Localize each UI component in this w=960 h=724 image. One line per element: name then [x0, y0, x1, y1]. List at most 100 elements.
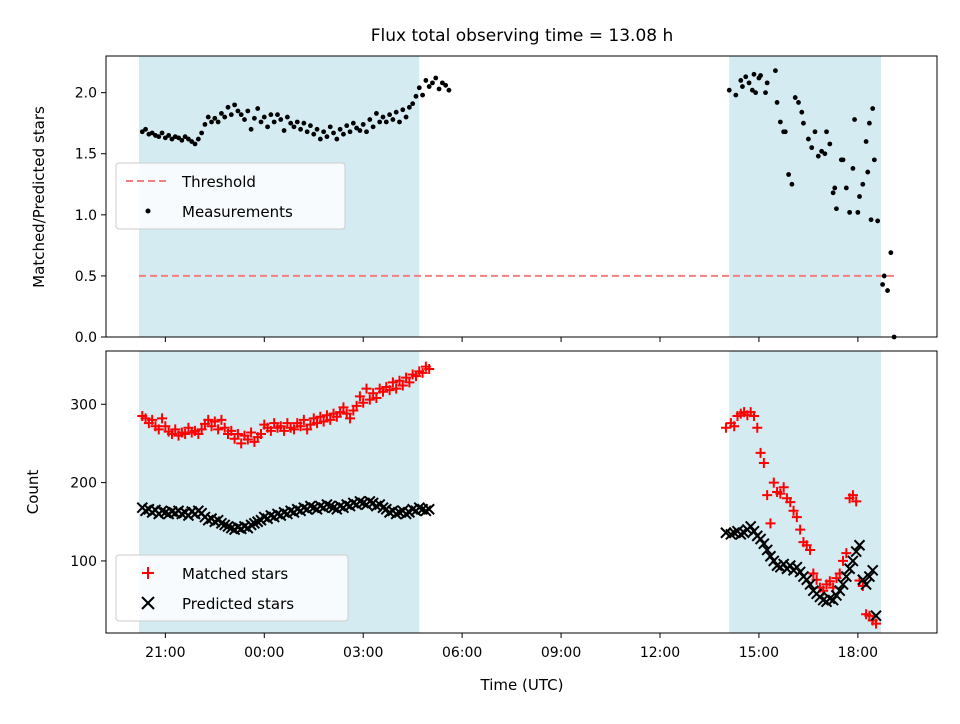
measurement-point — [403, 114, 409, 120]
matched-star-point — [729, 421, 740, 432]
measurement-point — [822, 151, 828, 157]
matched-star-point — [755, 447, 766, 458]
measurement-point — [860, 181, 866, 187]
predicted-star-point — [824, 592, 836, 605]
matched-star-point — [387, 377, 398, 388]
top-y-axis-label: Matched/Predicted stars — [30, 106, 48, 288]
bottom-y-axis-label: Count — [24, 470, 42, 515]
measurement-point — [357, 128, 363, 133]
measurement-point — [880, 282, 885, 287]
measurement-point — [189, 139, 195, 144]
measurement-point — [439, 80, 445, 86]
matched-star-point — [847, 490, 858, 501]
measurement-point — [314, 126, 320, 132]
predicted-star-point — [377, 501, 389, 514]
predicted-star-point — [393, 506, 406, 519]
legend-matched-label: Matched stars — [182, 565, 288, 583]
measurement-point — [868, 217, 874, 223]
matched-star-point — [351, 400, 362, 411]
measurement-point — [341, 131, 346, 137]
matched-star-point — [170, 424, 181, 435]
measurement-point — [443, 82, 449, 88]
measurement-point — [852, 117, 857, 122]
measurement-point — [774, 100, 780, 105]
legend-matched-swatch — [142, 567, 154, 579]
x-tick-label: 12:00 — [640, 645, 680, 661]
measurement-point — [209, 119, 214, 125]
measurement-point — [354, 125, 360, 131]
matched-star-point — [213, 424, 224, 435]
measurement-point — [159, 130, 165, 136]
matched-star-point — [805, 544, 816, 555]
measurement-point — [215, 119, 221, 125]
legend-predicted-swatch — [141, 596, 155, 610]
measurement-point — [192, 141, 198, 147]
measurement-point — [284, 114, 290, 120]
matched-star-point — [424, 364, 435, 375]
measurement-point — [812, 129, 818, 135]
measurement-point — [743, 74, 749, 80]
matched-star-point — [870, 618, 881, 629]
measurement-point — [225, 104, 231, 110]
measurement-point — [350, 120, 356, 126]
measurement-point — [815, 153, 821, 159]
legend-measurements-label: Measurements — [182, 203, 293, 221]
measurement-point — [251, 115, 257, 121]
x-tick-label: 15:00 — [739, 645, 779, 661]
predicted-star-point — [341, 498, 353, 511]
matched-star-point — [358, 397, 369, 408]
legend-measurements-swatch — [145, 208, 151, 214]
measurement-point — [139, 129, 145, 135]
measurement-point — [832, 185, 838, 191]
measurement-point — [847, 209, 853, 215]
measurement-point — [301, 120, 307, 126]
predicted-star-point — [219, 519, 231, 531]
predicted-star-point — [278, 506, 290, 519]
measurement-point — [327, 124, 333, 130]
matched-star-point — [762, 490, 773, 501]
measurement-point — [423, 78, 429, 83]
measurement-point — [850, 166, 856, 171]
legend-predicted-label: Predicted stars — [182, 595, 294, 613]
matched-star-point — [404, 377, 415, 388]
predicted-star-point — [139, 505, 152, 517]
measurement-point — [232, 102, 238, 108]
measurement-point — [255, 106, 261, 111]
x-tick-label: 06:00 — [442, 645, 482, 661]
matched-star-point — [354, 391, 365, 402]
panel-bottom: 100 200 300 21:00 00:00 03:00 06:00 09:00 12:00… — [24, 350, 938, 694]
measurement-point — [238, 112, 244, 118]
matched-star-point — [397, 380, 408, 391]
measurement-point — [347, 129, 353, 135]
predicted-star-point — [245, 519, 257, 531]
x-axis-label: Time (UTC) — [480, 676, 564, 694]
matched-star-point — [242, 434, 253, 445]
measurement-point — [166, 133, 172, 138]
measurement-point — [380, 114, 386, 120]
measurement-point — [364, 129, 369, 135]
matched-star-point — [209, 416, 220, 427]
matched-star-point — [219, 422, 230, 433]
matched-star-point — [157, 413, 168, 424]
measurement-point — [410, 101, 416, 107]
measurement-point — [824, 129, 829, 135]
measurement-point — [746, 80, 752, 86]
matched-star-point — [765, 518, 776, 529]
predicted-star-point — [853, 539, 866, 551]
predicted-star-point — [758, 537, 770, 550]
measurement-point — [337, 126, 343, 132]
measurement-point — [827, 141, 833, 147]
matched-star-point — [325, 414, 336, 425]
measurement-point — [143, 126, 148, 132]
top-measurements-series — [139, 68, 897, 340]
matched-star-point — [791, 512, 802, 523]
matched-star-point — [364, 394, 375, 405]
predicted-star-point — [390, 508, 402, 520]
matched-star-point — [788, 505, 799, 516]
matched-star-point — [203, 414, 214, 425]
measurement-point — [390, 117, 396, 122]
shade-span — [729, 56, 881, 337]
measurement-point — [321, 129, 327, 135]
matched-star-point — [384, 385, 395, 396]
measurement-point — [777, 119, 783, 125]
